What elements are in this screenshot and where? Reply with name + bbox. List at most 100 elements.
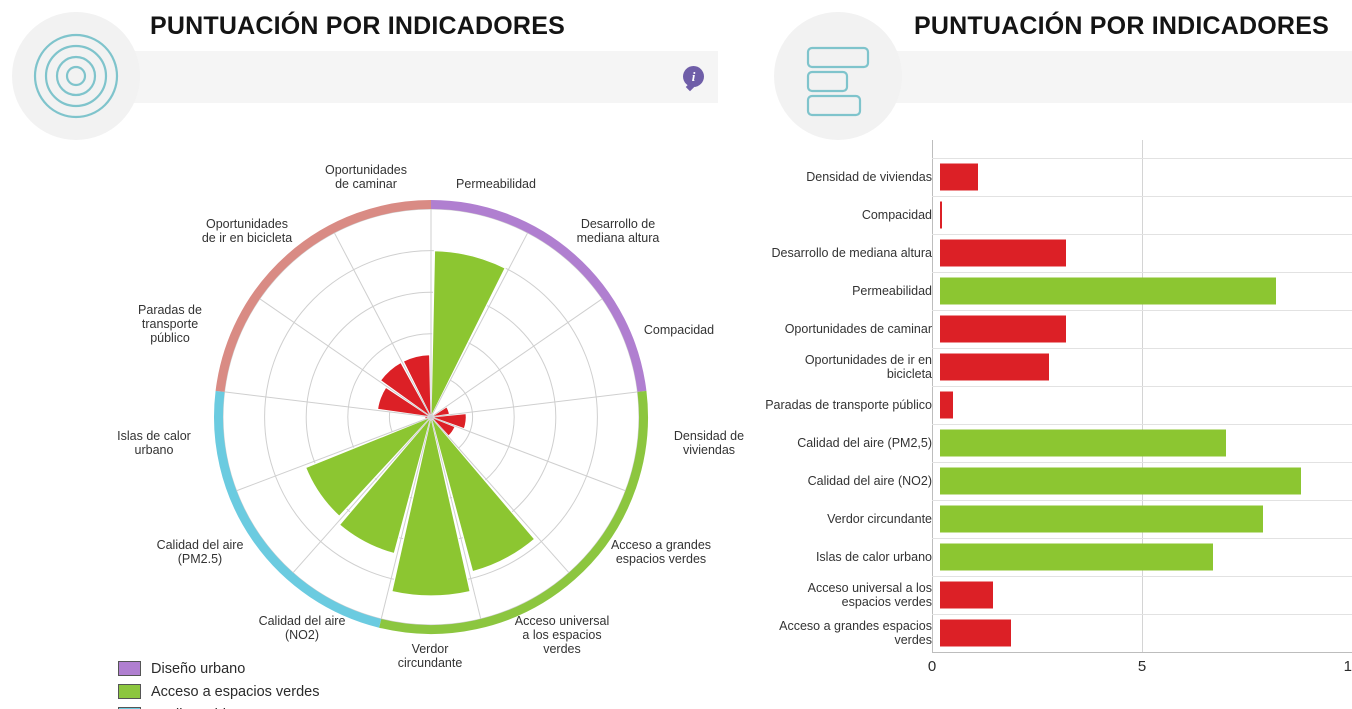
legend-label: Diseño urbano	[151, 660, 246, 677]
bar-row[interactable]: Calidad del aire (PM2,5)	[762, 424, 1352, 462]
radar-axis-label: circundante	[398, 656, 463, 670]
radar-axis-label: (NO2)	[285, 628, 319, 642]
bar-category-label: Calidad del aire (PM2,5)	[797, 436, 932, 450]
legend-swatch	[118, 661, 141, 676]
radar-wedges	[304, 250, 536, 597]
x-gridline	[1142, 140, 1143, 652]
bar-fill[interactable]	[940, 467, 1302, 495]
radar-axis-label: Densidad de	[674, 429, 744, 443]
bar-row[interactable]: Oportunidades de ir en bicicleta	[762, 348, 1352, 386]
bar-row[interactable]: Acceso a grandes espacios verdes	[762, 614, 1352, 652]
radar-axis-label: espacios verdes	[616, 552, 706, 566]
bar-chart-plot-area: Densidad de viviendas Compacidad Desarroll…	[762, 140, 1352, 680]
legend-swatch	[118, 684, 141, 699]
bar-row[interactable]: Acceso universal a los espacios verdes	[762, 576, 1352, 614]
radar-axis-label: Permeabilidad	[456, 177, 536, 191]
row-separator	[932, 614, 1352, 615]
bar-fill[interactable]	[940, 619, 1012, 647]
info-icon[interactable]: i	[683, 66, 704, 87]
bar-track	[940, 538, 1352, 576]
bar-row[interactable]: Calidad del aire (NO2)	[762, 462, 1352, 500]
row-separator	[932, 576, 1352, 577]
row-separator	[932, 424, 1352, 425]
bar-fill[interactable]	[940, 353, 1050, 381]
bar-track	[940, 272, 1352, 310]
bar-row[interactable]: Verdor circundante	[762, 500, 1352, 538]
bar-category-label: Verdor circundante	[827, 512, 932, 526]
bar-fill[interactable]	[940, 581, 993, 609]
bar-fill[interactable]	[940, 239, 1066, 267]
radar-axis-label: urbano	[135, 443, 174, 457]
bars-panel-header: PUNTUACIÓN POR INDICADORES i	[762, 0, 1352, 140]
bar-chart-icon	[774, 12, 902, 140]
bars-panel-title: PUNTUACIÓN POR INDICADORES	[914, 12, 1329, 40]
bar-fill[interactable]	[940, 201, 943, 229]
radar-axis-label: a los espacios	[522, 628, 601, 642]
legend-item[interactable]: Medio ambiente	[118, 704, 319, 709]
radar-axis-label: Oportunidades	[325, 163, 407, 177]
radar-axis-label: Calidad del aire	[157, 538, 244, 552]
bar-fill[interactable]	[940, 277, 1276, 305]
panel-radar-chart: PUNTUACIÓN POR INDICADORES i Permeabilid…	[0, 0, 762, 709]
bar-track	[940, 196, 1352, 234]
x-axis-line	[932, 652, 1352, 653]
panel-bar-chart: PUNTUACIÓN POR INDICADORES i Densidad de…	[762, 0, 1352, 709]
bar-fill[interactable]	[940, 163, 978, 191]
bar-category-label: Oportunidades de caminar	[784, 322, 932, 336]
bar-fill[interactable]	[940, 391, 953, 419]
bars-title-bar	[857, 51, 1352, 103]
radar-axis-label: mediana altura	[577, 231, 660, 245]
legend-label: Acceso a espacios verdes	[151, 683, 320, 700]
row-separator	[932, 310, 1352, 311]
x-axis-tick-label: 0	[927, 658, 937, 675]
bar-track	[940, 462, 1352, 500]
bar-row[interactable]: Islas de calor urbano	[762, 538, 1352, 576]
row-separator	[932, 538, 1352, 539]
bar-row[interactable]: Permeabilidad	[762, 272, 1352, 310]
bar-row[interactable]: Densidad de viviendas	[762, 158, 1352, 196]
radar-axis-label: Desarrollo de	[581, 217, 655, 231]
radar-spokes	[224, 209, 638, 620]
radar-axis-label: de caminar	[335, 177, 397, 191]
concentric-circles-icon	[12, 12, 140, 140]
bar-category-label: Calidad del aire (NO2)	[807, 474, 932, 488]
bar-fill[interactable]	[940, 505, 1264, 533]
bar-category-label: Paradas de transporte público	[765, 398, 932, 412]
bar-category-label: Islas de calor urbano	[815, 550, 932, 564]
radar-axis-label: verdes	[543, 642, 581, 656]
radar-group-ring	[214, 200, 648, 634]
bar-track	[940, 310, 1352, 348]
radar-axis-label: Verdor	[412, 642, 449, 656]
radar-axis-label: Islas de calor	[117, 429, 191, 443]
bar-row[interactable]: Desarrollo de mediana altura	[762, 234, 1352, 272]
radar-axis-label: Compacidad	[644, 323, 714, 337]
bar-category-label: Compacidad	[861, 208, 932, 222]
row-separator	[932, 386, 1352, 387]
legend-swatch	[118, 707, 141, 709]
legend-item[interactable]: Diseño urbano	[118, 658, 319, 679]
radar-axis-label: de ir en bicicleta	[202, 231, 292, 245]
row-separator	[932, 234, 1352, 235]
legend-label: Medio ambiente	[151, 707, 254, 709]
radar-legend: Diseño urbano Acceso a espacios verdes Med…	[118, 658, 319, 709]
radar-axis-label: Oportunidades	[206, 217, 288, 231]
bar-fill[interactable]	[940, 429, 1226, 457]
bar-category-label: Permeabilidad	[852, 284, 932, 298]
x-gridline	[932, 140, 933, 652]
bar-row[interactable]: Oportunidades de caminar	[762, 310, 1352, 348]
radar-axis-label: público	[150, 331, 190, 345]
bar-fill[interactable]	[940, 543, 1213, 571]
x-axis-tick-label: 5	[1137, 658, 1147, 675]
bar-fill[interactable]	[940, 315, 1066, 343]
row-separator	[932, 500, 1352, 501]
radar-axis-label: (PM2.5)	[178, 552, 222, 566]
bar-track	[940, 158, 1352, 196]
bar-row[interactable]: Paradas de transporte público	[762, 386, 1352, 424]
radar-title-bar	[95, 51, 718, 103]
bar-row[interactable]: Compacidad	[762, 196, 1352, 234]
bar-category-label: Acceso universal a los espacios verdes	[807, 581, 932, 609]
bar-category-label: Desarrollo de mediana altura	[771, 246, 932, 260]
legend-item[interactable]: Acceso a espacios verdes	[118, 681, 319, 702]
